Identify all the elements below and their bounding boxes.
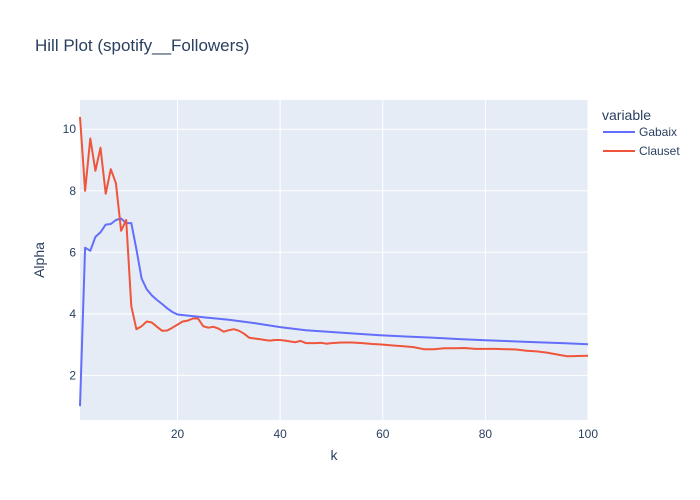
- x-tick-label: 80: [479, 427, 493, 441]
- y-tick-label: 6: [69, 245, 76, 259]
- series-line-gabaix: [79, 217, 589, 407]
- legend-item-gabaix[interactable]: Gabaix: [603, 125, 677, 139]
- legend-title: variable: [602, 107, 651, 123]
- x-tick-label: 60: [376, 427, 390, 441]
- chart-title: Hill Plot (spotify__Followers): [35, 36, 249, 55]
- plot-background: [80, 100, 588, 420]
- x-tick-label: 40: [273, 427, 287, 441]
- x-axis-title: k: [331, 447, 339, 463]
- legend-label: Clauset: [639, 144, 680, 158]
- y-tick-label: 4: [69, 307, 76, 321]
- legend-item-clauset[interactable]: Clauset: [603, 144, 680, 158]
- grid-layer: [80, 100, 589, 420]
- y-tick-label: 10: [63, 122, 77, 136]
- x-tick-label: 100: [578, 427, 598, 441]
- legend[interactable]: variable Gabaix Clauset: [602, 107, 680, 158]
- series-line-clauset: [79, 116, 589, 358]
- tick-layer: 20 40 60 80 100 2 4 6 8 10: [63, 122, 599, 441]
- y-tick-label: 8: [69, 184, 76, 198]
- y-axis-title: Alpha: [31, 242, 47, 278]
- x-tick-label: 20: [171, 427, 185, 441]
- series-layer: [79, 116, 589, 407]
- y-tick-label: 2: [69, 368, 76, 382]
- legend-label: Gabaix: [639, 125, 677, 139]
